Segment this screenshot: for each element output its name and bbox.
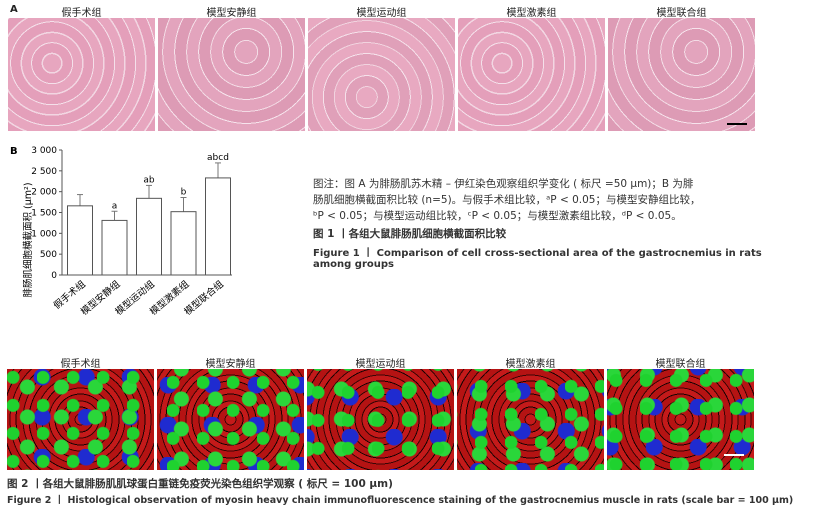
figure1-note: 图注：图 A 为腓肠肌苏木精 – 伊红染色观察组织学变化 ( 标尺 =50 μm… — [313, 176, 700, 224]
if-image-2 — [157, 369, 304, 470]
group-label: 模型激素组 — [505, 359, 556, 370]
y-tick-label: 1 000 — [31, 229, 57, 239]
he-stain-images — [8, 18, 808, 131]
bar — [170, 211, 197, 276]
group-label: 模型联合组 — [656, 8, 707, 19]
he-image-1 — [8, 18, 155, 131]
y-tick-label: 2 000 — [31, 188, 57, 198]
y-axis-label: 腓肠肌细胞横截面积 (μm²) — [22, 182, 34, 297]
y-tick-label: 500 — [40, 250, 57, 260]
he-image-5 — [608, 18, 755, 131]
if-image-1 — [7, 369, 154, 470]
he-image-3 — [308, 18, 455, 131]
he-image-4 — [458, 18, 605, 131]
significance-label: ab — [143, 175, 155, 185]
bar — [136, 197, 162, 276]
group-label: 模型运动组 — [356, 8, 407, 19]
group-label: 模型运动组 — [355, 359, 406, 370]
group-label: 假手术组 — [60, 359, 101, 370]
note-line: 图注：图 A 为腓肠肌苏木精 – 伊红染色观察组织学变化 ( 标尺 =50 μm… — [313, 178, 694, 190]
figure1-title-cn: 图 1 丨各组大鼠腓肠肌细胞横截面积比较 — [313, 228, 507, 240]
scale-bar — [724, 454, 744, 456]
y-tick-label: 1 500 — [31, 209, 57, 219]
y-tick-label: 0 — [51, 271, 57, 281]
bar — [101, 219, 128, 276]
group-label: 假手术组 — [61, 8, 102, 19]
if-image-5 — [607, 369, 754, 470]
figure1-title-en-2: among groups — [313, 259, 394, 270]
bar — [205, 177, 231, 276]
scale-bar — [727, 123, 747, 125]
bar-chart: B 腓肠肌细胞横截面积 (μm²) 0 500 1 000 1 500 2 000 2 5… — [10, 146, 232, 318]
group-label: 模型激素组 — [506, 8, 557, 19]
he-image-2 — [158, 18, 305, 131]
figure2-title-cn: 图 2 丨各组大鼠腓肠肌肌球蛋白重链免疫荧光染色组织学观察 ( 标尺 = 100… — [7, 478, 393, 490]
figure1-title-en: Figure 1 丨 Comparison of cell cross-sect… — [313, 248, 762, 259]
group-label: 模型联合组 — [655, 359, 706, 370]
panel-a-label: A — [10, 4, 18, 15]
significance-label: abcd — [207, 153, 229, 163]
significance-label: a — [112, 201, 118, 211]
group-label: 模型安静组 — [206, 8, 257, 19]
significance-label: b — [181, 188, 187, 198]
if-image-4 — [457, 369, 604, 470]
bar — [67, 205, 93, 276]
note-line: 肠肌细胞横截面积比较 (n=5)。与假手术组比较，ᵃP < 0.05；与模型安静… — [313, 194, 701, 206]
group-label: 模型安静组 — [205, 359, 256, 370]
if-image-3 — [307, 369, 454, 470]
y-tick-label: 2 500 — [31, 167, 57, 177]
note-line: ᵇP < 0.05；与模型运动组比较，ᶜP < 0.05；与模型激素组比较，ᵈP… — [313, 210, 682, 222]
y-tick-label: 3 000 — [31, 146, 57, 156]
panel-b-label: B — [10, 146, 18, 157]
figure2-title-en: Figure 2 丨 Histological observation of m… — [7, 495, 794, 506]
